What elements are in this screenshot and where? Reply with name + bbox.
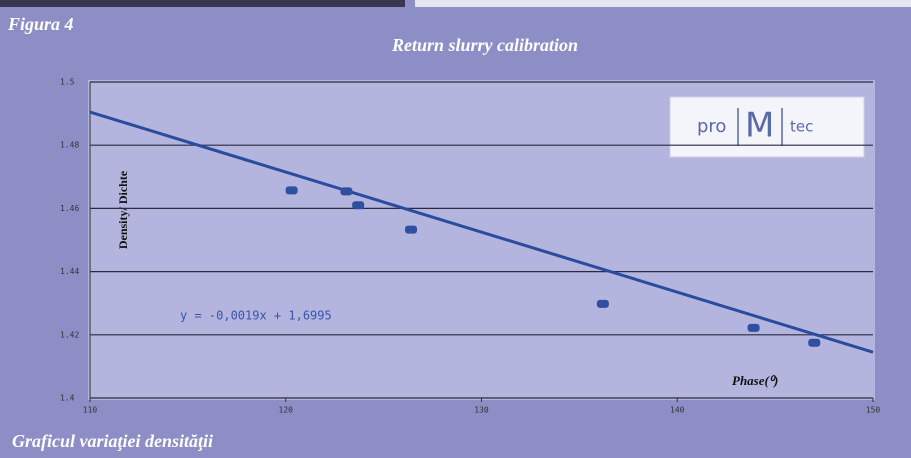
y-tick-label: 1.46: [60, 204, 79, 213]
photo-strip: [415, 0, 911, 7]
logo-text: pro: [697, 116, 726, 137]
page: Figura 4 Return slurry calibration Grafi…: [0, 0, 911, 458]
point: [808, 339, 820, 347]
logo-text: tec: [790, 118, 813, 136]
y-tick-label: 1.42: [60, 330, 79, 339]
y-tick-label: 1.48: [60, 141, 79, 150]
y-tick-label: 1.44: [60, 267, 79, 276]
chart: Figura 4 Return slurry calibration Grafi…: [0, 0, 911, 458]
y-axis-label: Density/ Dichte: [116, 170, 130, 249]
y-tick-label: 1.5: [60, 78, 75, 87]
x-axis-label: Phase(⁰): [732, 373, 778, 388]
y-tick-label: 1.4: [60, 394, 75, 403]
point: [405, 226, 417, 234]
trendline-label: y = -0,0019x + 1,6995: [180, 309, 332, 323]
x-tick-label: 130: [474, 406, 489, 415]
photo-strip: [0, 0, 405, 7]
logo-text: M: [745, 106, 774, 146]
point: [352, 201, 364, 209]
caption: Graficul variaţiei densităţii: [12, 431, 213, 451]
x-tick-label: 110: [83, 406, 98, 415]
figure-label: Figura 4: [7, 14, 74, 34]
point: [748, 324, 760, 332]
point: [286, 186, 298, 194]
x-tick-label: 150: [866, 406, 881, 415]
x-tick-label: 120: [279, 406, 294, 415]
x-tick-label: 140: [670, 406, 685, 415]
point: [597, 300, 609, 308]
point: [340, 187, 352, 195]
chart-title: Return slurry calibration: [391, 35, 578, 55]
